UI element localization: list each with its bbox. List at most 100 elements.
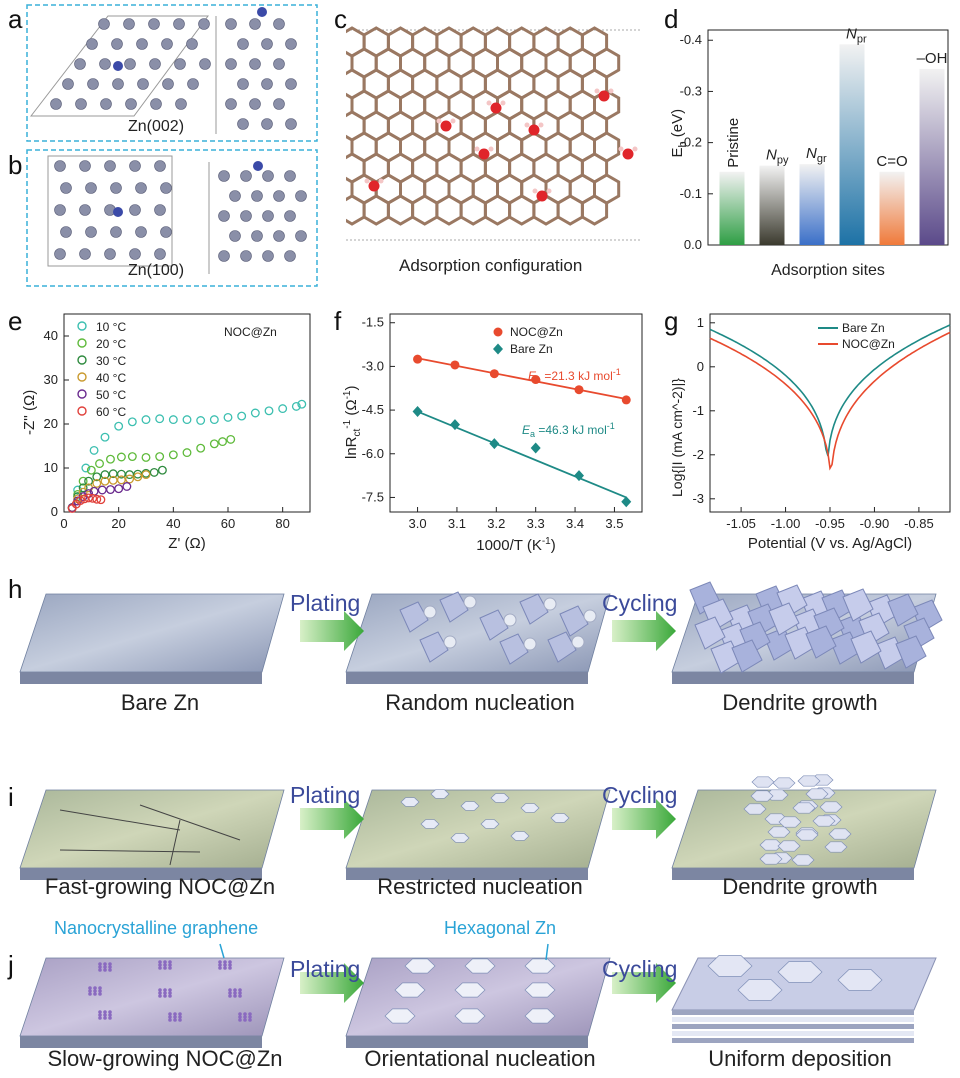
- y-axis-label: -Z'' (Ω): [21, 390, 38, 435]
- bar-5: [919, 68, 945, 246]
- graphene-dot-2-4: [223, 963, 227, 967]
- legend-marker-3: [77, 372, 87, 382]
- hydrogen-atom: [436, 118, 442, 124]
- restricted-hex-1: [430, 789, 450, 799]
- point-0-17: [278, 404, 288, 414]
- dendrite-hex-24: [778, 816, 802, 828]
- graphene-dot-5-2: [238, 988, 242, 992]
- y-tick-label: 10: [44, 460, 58, 475]
- curve-0: [709, 324, 951, 457]
- zn-atom: [285, 78, 297, 90]
- random-nucleus-1: [439, 591, 469, 623]
- point-0-13: [223, 412, 233, 422]
- graphene-dot-3-0: [88, 986, 92, 990]
- x-tick-label: 3.5: [605, 516, 623, 531]
- y-axis-label: Log{|I (mA cm^-2)|}: [669, 378, 685, 497]
- dendrite-hex-25: [795, 829, 819, 841]
- hydrogen-atom: [450, 118, 456, 124]
- y-tick-label: -4.5: [362, 402, 384, 417]
- graphene-dot-2-0: [218, 960, 222, 964]
- zn-atom: [85, 182, 97, 194]
- uniform-layer-0: [672, 1010, 914, 1015]
- legend-label-0: 10 °C: [96, 320, 126, 334]
- orient-hex-4: [454, 982, 486, 998]
- h-caption-3: Dendrite growth: [722, 690, 878, 715]
- y-tick-label: 40: [44, 328, 58, 343]
- j-arrow-cycling: [612, 963, 676, 1003]
- hydrogen-atom: [486, 100, 492, 106]
- zn-atom: [249, 98, 261, 110]
- zn-atom: [129, 248, 141, 260]
- point-5-7: [96, 495, 106, 505]
- uniform-layer-1: [672, 1017, 914, 1022]
- panel-a-caption: Zn(002): [128, 118, 185, 135]
- graphene-dot-6-7: [103, 1016, 107, 1020]
- graphene-dot-4-6: [158, 994, 162, 998]
- hydrogen-atom: [546, 188, 552, 194]
- graphene-dot-0-3: [98, 965, 102, 969]
- zn-atom: [129, 204, 141, 216]
- bubble-7: [571, 635, 585, 649]
- random-nucleus-0: [399, 601, 429, 633]
- point-1-5: [106, 454, 115, 464]
- zn-atom: [229, 230, 241, 242]
- point-1-8: [141, 452, 151, 462]
- random-nucleus-4: [559, 605, 589, 637]
- bar-label-oh: –OH: [917, 50, 948, 67]
- zn-atom: [285, 118, 297, 130]
- bar-0: [719, 171, 745, 245]
- j-cycling-label: Cycling: [602, 956, 678, 982]
- zn-atom: [123, 18, 135, 30]
- annotation-pointer-2: [545, 943, 549, 961]
- j-plating-label: Plating: [290, 956, 361, 982]
- point-1-6: [116, 452, 126, 462]
- x-axis-label: Adsorption sites: [771, 262, 885, 279]
- zn-atom: [174, 58, 186, 70]
- point-1-3: [86, 465, 96, 475]
- graphene-dot-8-7: [243, 1018, 247, 1022]
- h-arrow-plating: [300, 611, 364, 651]
- x-tick-label: -1.05: [726, 516, 756, 531]
- zn-atom: [251, 230, 263, 242]
- h-caption-2: Random nucleation: [385, 690, 575, 715]
- zn-slab-illustration: [26, 4, 318, 287]
- carbon-ring: [483, 194, 512, 226]
- graphene-dot-5-4: [233, 991, 237, 995]
- i-caption-3: Dendrite growth: [722, 874, 878, 899]
- y-tick-label: -2: [692, 447, 704, 462]
- hydrogen-atom: [524, 122, 530, 128]
- graphene-dot-3-8: [98, 992, 102, 996]
- point-2-12: [157, 465, 167, 475]
- dendrite-hex-7: [797, 775, 821, 787]
- zn-atom: [110, 182, 122, 194]
- legend-marker-2: [77, 355, 87, 365]
- restricted-hex-6: [420, 819, 440, 829]
- graphene-dot-1-5: [168, 963, 172, 967]
- orient-hex-1: [464, 958, 496, 974]
- graphene-dot-4-5: [168, 991, 172, 995]
- dendrite-flake-25: [694, 616, 726, 650]
- point-5-4: [84, 493, 94, 503]
- panel-label-b: b: [8, 150, 23, 180]
- n-atom: [113, 61, 123, 71]
- point-5-5: [88, 493, 98, 503]
- point-1-7: [127, 452, 137, 462]
- point-1-9: [155, 452, 165, 462]
- point-5-2: [75, 496, 85, 506]
- legend-marker-1: [493, 343, 503, 355]
- zn-atom: [225, 18, 237, 30]
- zn002-cell: [29, 15, 209, 117]
- chart-title: NOC@Zn: [224, 325, 277, 339]
- axes-frame: [707, 29, 949, 246]
- random-nucleus-6: [499, 633, 529, 665]
- graphene-dot-4-7: [163, 994, 167, 998]
- zn-atom: [284, 170, 296, 182]
- legend-marker-0: [493, 327, 503, 337]
- dendrite-hex-19: [824, 841, 848, 853]
- point-3-8: [125, 474, 135, 484]
- n-atom: [113, 207, 123, 217]
- slab-top: [19, 789, 285, 869]
- point-0-19: [297, 399, 307, 409]
- graphene-grid: [346, 26, 621, 226]
- point-0-2: [81, 463, 91, 473]
